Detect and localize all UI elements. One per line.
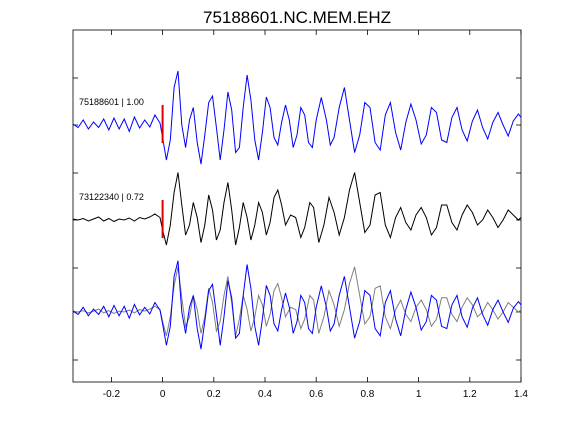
x-tick-label: 1.4 (514, 389, 528, 400)
x-tick-label: 0.6 (309, 389, 323, 400)
x-tick-label: 0 (160, 389, 166, 400)
axes-frame (72, 29, 522, 383)
trace-labels: 75188601 | 1.00 73122340 | 0.72 (79, 97, 144, 202)
trace-1 (72, 70, 522, 165)
trace-label: 75188601 | 1.00 (79, 97, 144, 107)
x-tick-label: -0.2 (103, 389, 121, 400)
traces (72, 70, 522, 350)
trace-label: 73122340 | 0.72 (79, 192, 144, 202)
x-tick-label: 0.2 (207, 389, 221, 400)
x-tick-label: 1.2 (463, 389, 477, 400)
trace-2 (72, 172, 522, 246)
x-tick-label: 0.8 (360, 389, 374, 400)
x-tick-label: 0.4 (258, 389, 272, 400)
ticks: -0.2 0 0.2 0.4 0.6 0.8 1 1.2 1.4 (73, 30, 528, 400)
chart-title: 75188601.NC.MEM.EHZ (203, 8, 391, 27)
overlay-trace-reference (72, 266, 522, 336)
x-tick-label: 1 (416, 389, 422, 400)
overlay-trace-master (72, 260, 522, 350)
